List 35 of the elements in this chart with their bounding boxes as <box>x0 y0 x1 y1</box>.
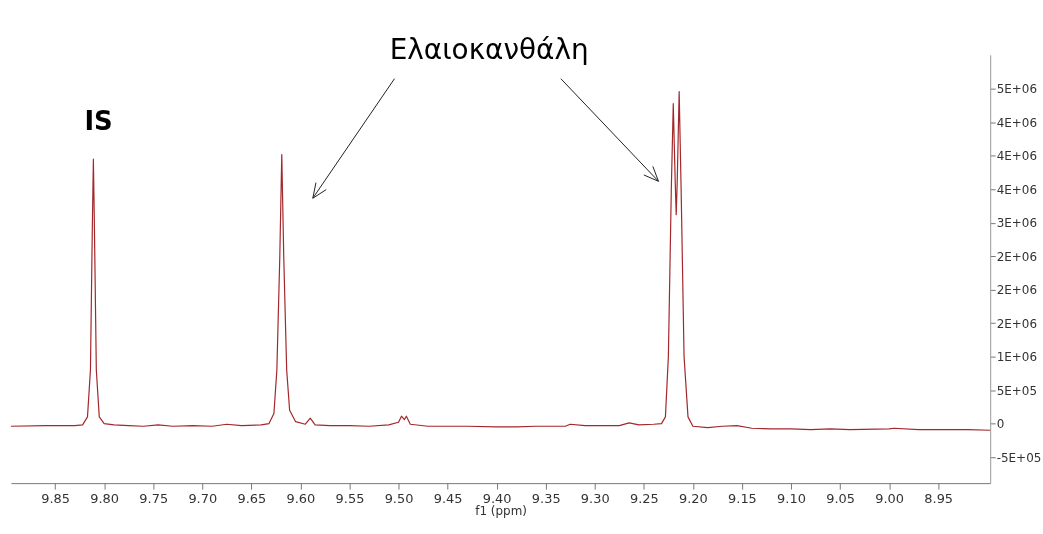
x-tick-label: 9.15 <box>728 490 757 506</box>
y-tick-label: 2E+06 <box>996 249 1038 264</box>
x-tick-label: 9.25 <box>629 490 659 506</box>
y-tick-label: 3E+06 <box>996 216 1038 231</box>
x-tick-label: 9.20 <box>678 490 708 506</box>
y-tick-label: 2E+06 <box>996 316 1038 331</box>
x-tick-label: 9.85 <box>41 490 71 506</box>
line-series <box>10 91 991 431</box>
x-tick-label: 9.35 <box>531 490 561 506</box>
x-tick-label: 9.65 <box>237 490 267 506</box>
x-tick-label: 9.45 <box>433 490 463 506</box>
y-tick-label: 5E+06 <box>996 82 1038 97</box>
x-axis-title: f1 (ppm) <box>475 503 527 518</box>
y-tick-label: 2E+06 <box>996 283 1038 298</box>
y-tick-label: -5E+05 <box>996 450 1042 465</box>
annotation: IS <box>84 106 113 137</box>
y-tick-label: 4E+06 <box>996 182 1038 197</box>
x-tick-label: 9.55 <box>335 490 365 506</box>
y-tick-label: 5E+05 <box>996 383 1038 398</box>
annotation: Ελαιοκανθάλη <box>389 32 589 66</box>
x-tick-label: 9.40 <box>482 490 512 506</box>
x-tick-label: 9.80 <box>90 490 120 506</box>
x-tick-label: 9.70 <box>188 490 218 506</box>
y-tick-label: 4E+06 <box>996 149 1038 164</box>
x-tick-label: 9.75 <box>139 490 169 506</box>
x-tick-label: 9.00 <box>875 490 905 506</box>
x-tick-label: 9.60 <box>286 490 316 506</box>
x-tick-label: 9.50 <box>384 490 414 506</box>
x-tick-label: 8.95 <box>924 490 954 506</box>
x-tick-label: 9.10 <box>777 490 806 506</box>
x-tick-label: 9.05 <box>826 490 855 506</box>
y-tick-label: 4E+06 <box>996 115 1038 130</box>
x-tick-label: 9.30 <box>580 490 610 506</box>
y-tick-label: 0 <box>996 417 1005 432</box>
y-tick-label: 1E+06 <box>996 350 1038 365</box>
